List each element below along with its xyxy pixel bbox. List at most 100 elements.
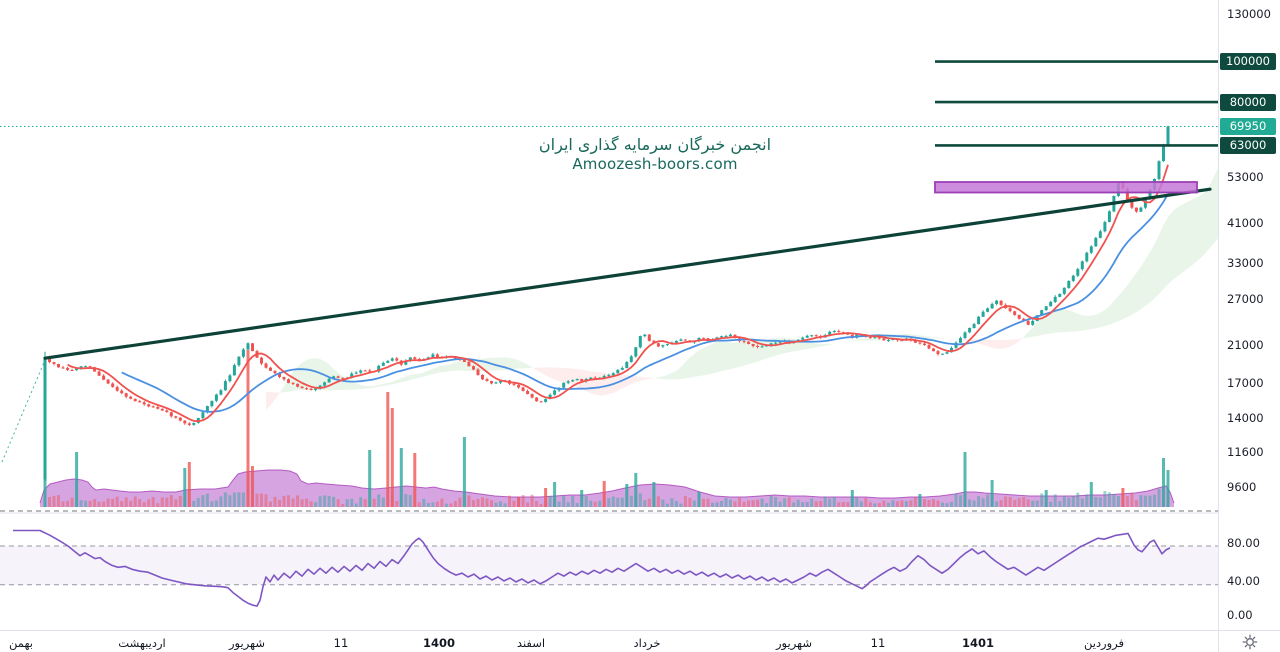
volume-bar bbox=[625, 484, 629, 507]
cloud-segment bbox=[360, 385, 366, 390]
cloud-segment bbox=[1023, 332, 1029, 339]
volume-bar bbox=[1004, 496, 1008, 507]
volume-bar bbox=[1125, 496, 1129, 507]
cloud-segment bbox=[1109, 301, 1114, 325]
cloud-segment bbox=[820, 344, 826, 347]
volume-bar bbox=[963, 452, 967, 507]
volume-bar bbox=[977, 496, 981, 507]
candle-body bbox=[1080, 261, 1084, 270]
candle-body bbox=[223, 381, 227, 391]
cloud-segment bbox=[414, 373, 420, 379]
cloud-segment bbox=[983, 339, 988, 347]
candle-body bbox=[611, 373, 615, 376]
volume-bar bbox=[729, 499, 732, 507]
volume-bar bbox=[1008, 496, 1012, 507]
candle-body bbox=[1008, 308, 1012, 312]
cloud-segment bbox=[834, 343, 839, 345]
volume-bar bbox=[70, 497, 74, 507]
cloud-segment bbox=[1190, 197, 1196, 267]
candle-body bbox=[1148, 189, 1152, 200]
cloud-segment bbox=[369, 385, 375, 389]
cloud-segment bbox=[1127, 279, 1132, 318]
price-axis[interactable] bbox=[1218, 0, 1280, 630]
cloud-segment bbox=[1199, 193, 1205, 259]
volume-bar bbox=[169, 495, 173, 507]
volume-bar bbox=[774, 497, 778, 507]
candle-body bbox=[264, 363, 268, 368]
candle-body bbox=[1035, 315, 1039, 321]
cloud-segment bbox=[653, 377, 659, 379]
candle-body bbox=[724, 336, 728, 337]
volume-bar bbox=[733, 501, 737, 507]
cloud-segment bbox=[735, 342, 740, 368]
cloud-segment bbox=[829, 343, 835, 345]
cloud-segment bbox=[1086, 315, 1092, 330]
rsi-line bbox=[13, 529, 1171, 607]
candle-body bbox=[553, 390, 557, 395]
volume-bar bbox=[999, 500, 1003, 507]
volume-bar bbox=[187, 462, 191, 507]
candle-body bbox=[48, 357, 51, 363]
volume-bar bbox=[932, 499, 935, 507]
candle-body bbox=[918, 342, 922, 344]
cloud-segment bbox=[757, 339, 763, 362]
cloud-segment bbox=[951, 338, 956, 340]
volume-bar bbox=[611, 496, 615, 507]
candle-body bbox=[1049, 301, 1053, 307]
volume-bar bbox=[602, 481, 606, 507]
candle-body bbox=[363, 370, 367, 372]
candle-body bbox=[467, 361, 471, 367]
cloud-segment bbox=[509, 357, 514, 370]
candle-body bbox=[995, 300, 999, 304]
cloud-segment bbox=[712, 342, 717, 374]
volume-bar bbox=[837, 502, 841, 507]
cloud-segment bbox=[717, 341, 722, 373]
volume-bar bbox=[84, 500, 88, 507]
candle-body bbox=[147, 404, 151, 407]
volume-bar bbox=[904, 501, 908, 507]
cloud-segment bbox=[992, 339, 997, 349]
volume-bar bbox=[332, 496, 336, 507]
candle-body bbox=[720, 336, 723, 338]
volume-bar bbox=[472, 500, 475, 507]
volume-bar bbox=[647, 498, 651, 507]
volume-bar bbox=[413, 453, 417, 507]
candle-body bbox=[1098, 231, 1102, 238]
volume-bar bbox=[97, 501, 101, 507]
cloud-segment bbox=[1046, 311, 1051, 335]
candle-body bbox=[936, 351, 940, 355]
candle-body bbox=[232, 365, 236, 376]
candle-body bbox=[210, 400, 214, 407]
volume-bar bbox=[661, 499, 665, 507]
supply-zone-rectangle[interactable] bbox=[934, 181, 1198, 194]
cloud-segment bbox=[1014, 338, 1020, 345]
volume-bar bbox=[562, 495, 566, 507]
candle-body bbox=[300, 386, 304, 389]
candle-body bbox=[932, 348, 935, 352]
volume-bar bbox=[702, 498, 705, 507]
candle-body bbox=[61, 367, 65, 369]
volume-bar bbox=[995, 501, 999, 507]
cloud-segment bbox=[505, 357, 510, 370]
time-axis-settings-button[interactable] bbox=[1240, 632, 1260, 652]
ascending-trendline[interactable] bbox=[43, 187, 1212, 360]
cloud-segment bbox=[766, 338, 772, 359]
volume-bar bbox=[133, 496, 137, 507]
candle-body bbox=[566, 381, 570, 383]
candle-body bbox=[323, 382, 327, 386]
candle-body bbox=[178, 417, 182, 421]
volume-bar bbox=[237, 492, 241, 507]
cloud-segment bbox=[856, 339, 862, 341]
candle-body bbox=[945, 352, 949, 354]
candle-body bbox=[647, 334, 651, 341]
candle-body bbox=[332, 376, 336, 379]
time-axis[interactable] bbox=[0, 630, 1218, 652]
volume-bar bbox=[575, 503, 579, 507]
cloud-segment bbox=[1068, 310, 1074, 332]
candle-body bbox=[341, 377, 345, 379]
volume-bar bbox=[580, 490, 584, 507]
candle-body bbox=[602, 376, 606, 378]
volume-bar bbox=[241, 492, 245, 507]
candle-body bbox=[386, 360, 390, 363]
